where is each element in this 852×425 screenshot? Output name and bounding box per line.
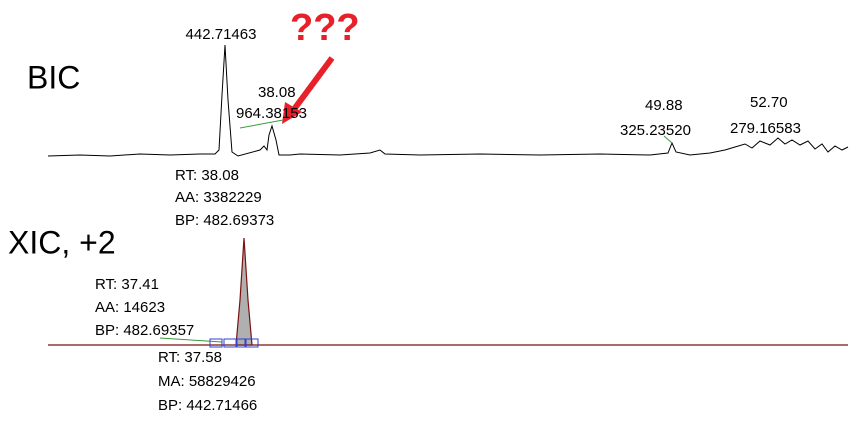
- label-connector: [159, 337, 223, 343]
- label-connector: [239, 119, 284, 129]
- peak-markers: [209, 338, 259, 348]
- peak-label: 442.71463: [186, 26, 257, 43]
- peak-info: RT: 37.58: [158, 349, 222, 366]
- peak-info: MA: 58829426: [158, 373, 256, 390]
- peak-info: BP: 442.71466: [158, 397, 257, 414]
- panel-label: XIC, +2: [8, 224, 116, 260]
- peak-label: 52.70: [750, 94, 788, 111]
- callout: ???: [290, 7, 360, 49]
- peak-info: RT: 38.08: [175, 167, 239, 184]
- peak-info: BP: 482.69373: [175, 212, 274, 229]
- xic-peak: [235, 237, 253, 346]
- panel-label: BIC: [27, 59, 80, 95]
- callout-arrowhead: [282, 102, 302, 124]
- peak-label: 279.16583: [730, 120, 801, 137]
- peak-info: AA: 3382229: [175, 189, 262, 206]
- bic-trace: [47, 44, 849, 157]
- peak-label: 325.23520: [620, 122, 691, 139]
- peak-info: RT: 37.41: [95, 276, 159, 293]
- peak-label: 964.38153: [236, 105, 307, 122]
- peak-info: BP: 482.69357: [95, 322, 194, 339]
- peak-label: 38.08: [258, 84, 296, 101]
- peak-info: AA: 14623: [95, 299, 165, 316]
- peak-label: 49.88: [645, 97, 683, 114]
- label-connector: [663, 135, 673, 144]
- callout-arrow: [289, 56, 335, 114]
